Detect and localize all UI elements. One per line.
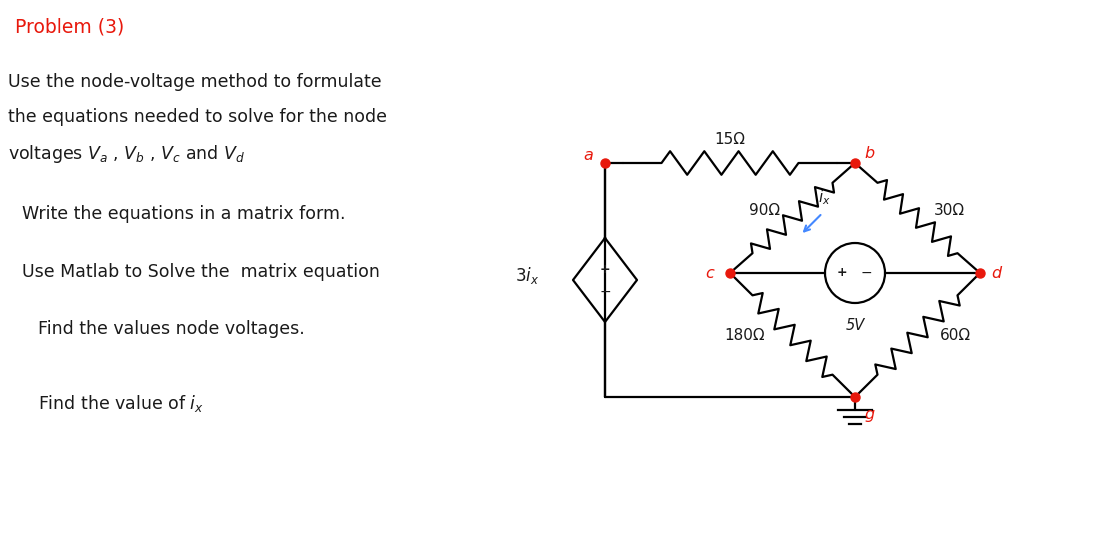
Text: voltages $V_a$ , $V_b$ , $V_c$ and $V_d$: voltages $V_a$ , $V_b$ , $V_c$ and $V_d$ [8, 143, 245, 165]
Text: −: − [860, 266, 872, 280]
Text: 30Ω: 30Ω [934, 203, 965, 218]
Text: Find the values node voltages.: Find the values node voltages. [39, 320, 305, 338]
Text: Use Matlab to Solve the  matrix equation: Use Matlab to Solve the matrix equation [22, 263, 379, 281]
Text: Problem (3): Problem (3) [15, 17, 124, 36]
Text: g: g [865, 407, 876, 422]
Text: +: + [600, 263, 610, 276]
Text: 60Ω: 60Ω [939, 327, 971, 342]
Text: Write the equations in a matrix form.: Write the equations in a matrix form. [22, 205, 345, 223]
Text: a: a [583, 148, 593, 163]
Text: the equations needed to solve for the node: the equations needed to solve for the no… [8, 108, 387, 126]
Text: Use the node-voltage method to formulate: Use the node-voltage method to formulate [8, 73, 382, 91]
Text: c: c [705, 265, 714, 280]
Text: Find the value of $i_x$: Find the value of $i_x$ [39, 393, 204, 414]
Text: −: − [600, 285, 610, 299]
Text: b: b [864, 146, 874, 160]
Text: 5V: 5V [846, 318, 865, 333]
Text: +: + [837, 266, 847, 279]
Text: 15Ω: 15Ω [715, 132, 746, 147]
Text: $i_x$: $i_x$ [818, 189, 830, 208]
Text: $3i_x$: $3i_x$ [515, 264, 539, 286]
Text: 180Ω: 180Ω [724, 327, 764, 342]
Text: d: d [991, 265, 1001, 280]
Text: 90Ω: 90Ω [749, 203, 780, 218]
